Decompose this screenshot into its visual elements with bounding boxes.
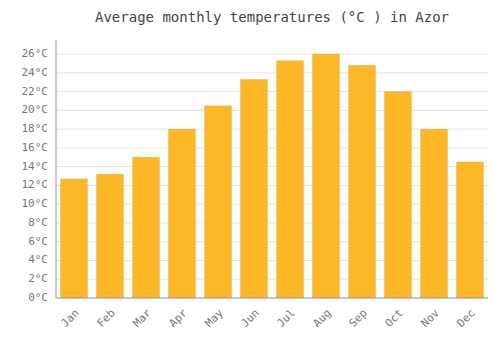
x-tick-label: Apr — [167, 306, 191, 330]
x-tick-label: Nov — [419, 306, 443, 330]
x-tick-label: Jul — [275, 307, 298, 330]
y-tick-label: 16°C — [22, 141, 49, 154]
bar — [133, 157, 160, 298]
bar — [385, 92, 412, 298]
y-tick-label: 22°C — [22, 85, 49, 98]
y-tick-label: 18°C — [22, 122, 49, 135]
grid-line — [56, 72, 488, 73]
y-tick-label: 14°C — [22, 160, 49, 173]
x-tick-label: Jan — [59, 307, 82, 330]
y-tick-label: 24°C — [22, 66, 49, 79]
y-tick-label: 2°C — [28, 272, 48, 285]
bar — [421, 129, 448, 298]
grid-line — [56, 110, 488, 111]
x-tick-label: Aug — [311, 307, 334, 330]
grid-line — [56, 91, 488, 92]
x-axis-line — [56, 298, 488, 299]
x-tick-label: Sep — [347, 307, 370, 330]
y-tick-label: 0°C — [28, 291, 48, 304]
x-axis: Jan Feb Mar Apr May Jun Jul Aug Sep Oct Nov Dec — [59, 306, 478, 330]
chart: Average monthly temperatures (°C ) in Az… — [0, 0, 500, 350]
x-tick-label: Feb — [95, 307, 118, 330]
x-tick-label: Mar — [131, 306, 155, 330]
y-tick-label: 12°C — [22, 178, 49, 191]
y-tick-label: 6°C — [28, 235, 48, 248]
y-tick-label: 8°C — [28, 216, 48, 229]
y-axis: 0°C 2°C 4°C 6°C 8°C 10°C 12°C 14°C 16°C 18°C 20°C 2… — [22, 47, 49, 304]
bar — [61, 179, 88, 298]
bar — [97, 174, 124, 298]
bar — [205, 106, 232, 298]
bar — [313, 54, 340, 298]
chart-container: Average monthly temperatures (°C ) in Az… — [0, 0, 500, 350]
grid-line — [56, 298, 488, 299]
x-tick-label: Jun — [239, 307, 262, 330]
grid-line — [56, 54, 488, 55]
bar — [241, 79, 268, 298]
x-tick-label: Dec — [455, 307, 478, 330]
y-tick-label: 20°C — [22, 103, 49, 116]
bar — [277, 61, 304, 298]
y-tick-label: 4°C — [28, 253, 48, 266]
bar — [457, 162, 484, 298]
x-tick-label: May — [203, 306, 227, 330]
bar — [169, 129, 196, 298]
title: Average monthly temperatures (°C ) in Az… — [95, 9, 449, 25]
y-axis-line — [56, 40, 57, 298]
bar — [349, 65, 376, 298]
grid — [56, 54, 488, 298]
y-tick-label: 26°C — [22, 47, 49, 60]
y-tick-label: 10°C — [22, 197, 49, 210]
x-tick-label: Oct — [383, 307, 406, 330]
bars — [61, 54, 484, 298]
